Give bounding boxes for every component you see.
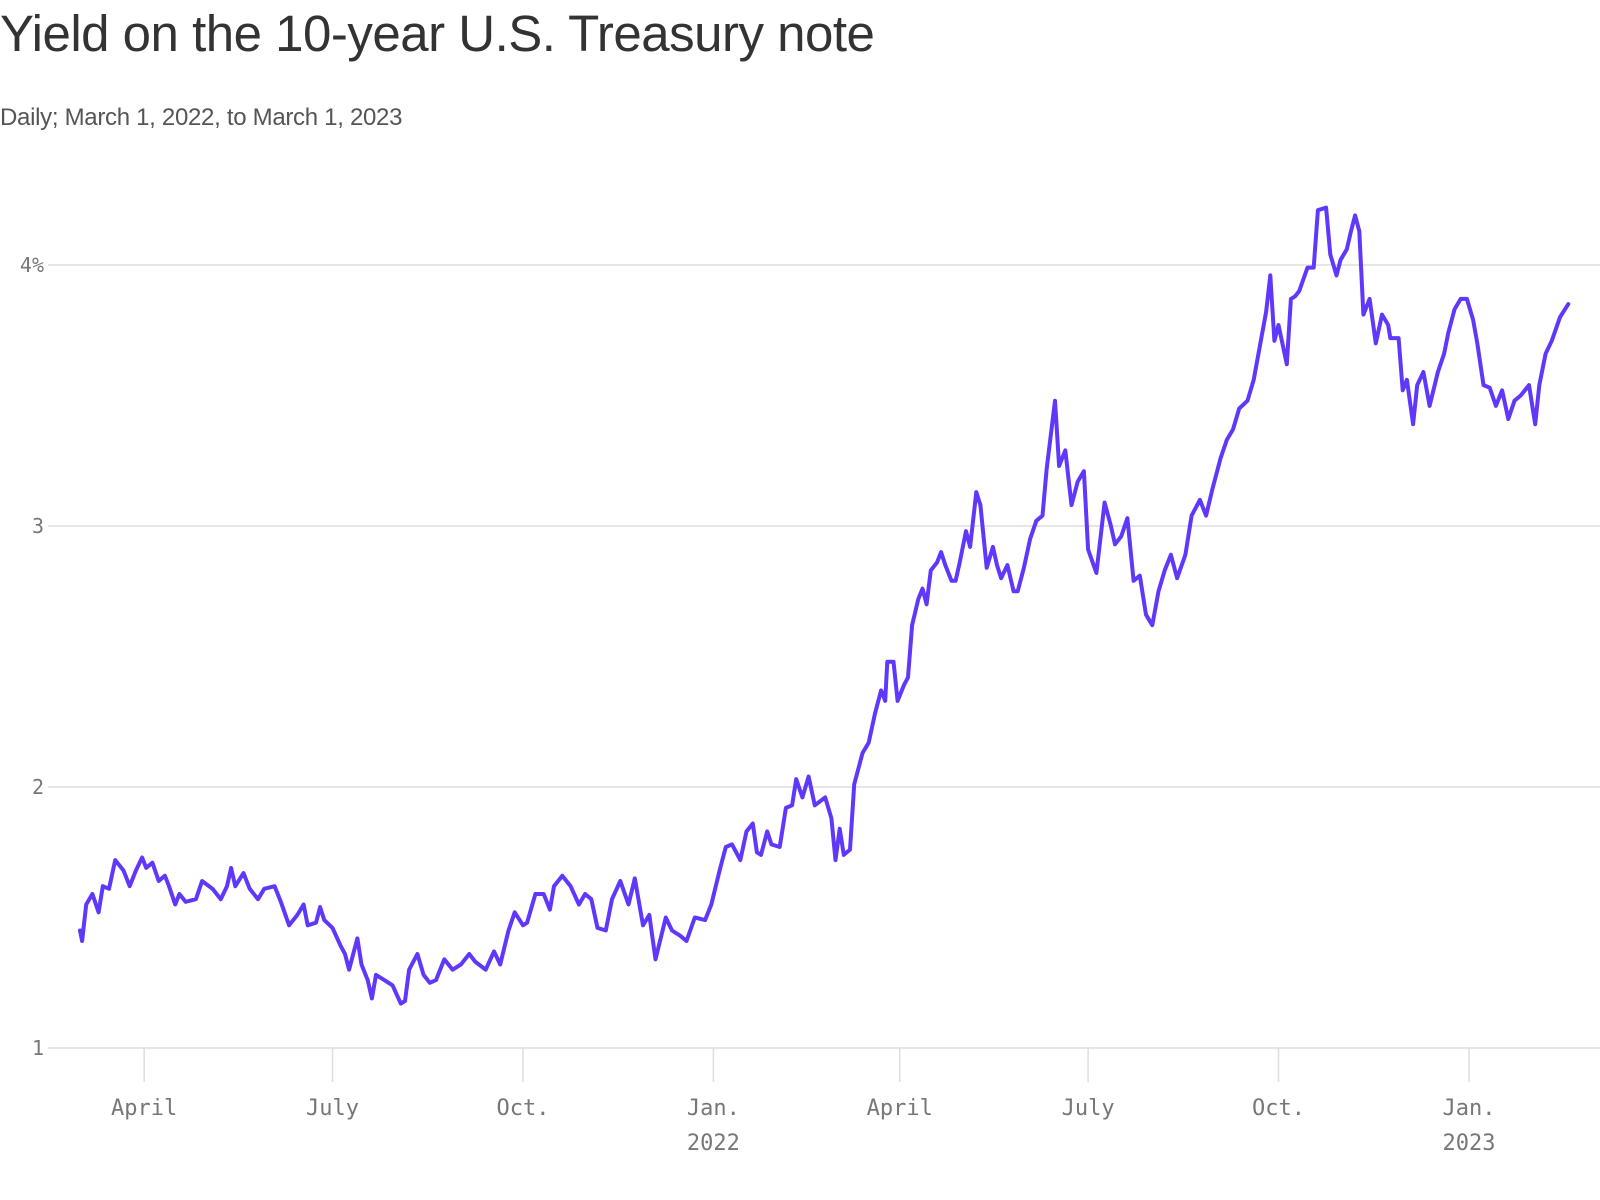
series-line-10-year-yield [78, 205, 1571, 1006]
chart-subtitle: Daily; March 1, 2022, to March 1, 2023 [0, 104, 403, 131]
x-tick-year-label: 2022 [687, 1131, 740, 1156]
x-tick-label: July [306, 1096, 359, 1121]
x-tick-label: July [1062, 1096, 1115, 1121]
x-tick-label: Jan. [1442, 1096, 1495, 1121]
x-axis: April July Oct. Jan. 2022 April July Oct. Jan. 20… [111, 1048, 1495, 1156]
chart-title: Yield on the 10-year U.S. Treasury note [0, 5, 875, 62]
gridlines [48, 264, 1600, 1049]
y-tick-label: 4% [20, 253, 44, 277]
y-tick-label: 2 [32, 775, 44, 799]
x-tick-label: Oct. [1252, 1096, 1305, 1121]
x-tick-label: Jan. [687, 1096, 740, 1121]
x-tick-year-label: 2023 [1442, 1131, 1495, 1156]
x-tick-label: Oct. [496, 1096, 549, 1121]
x-tick-label: April [867, 1096, 933, 1121]
x-tick-label: April [111, 1096, 177, 1121]
y-tick-label: 1 [32, 1036, 44, 1060]
y-tick-label: 3 [32, 514, 44, 538]
y-axis: 1 2 3 4% [20, 253, 44, 1060]
